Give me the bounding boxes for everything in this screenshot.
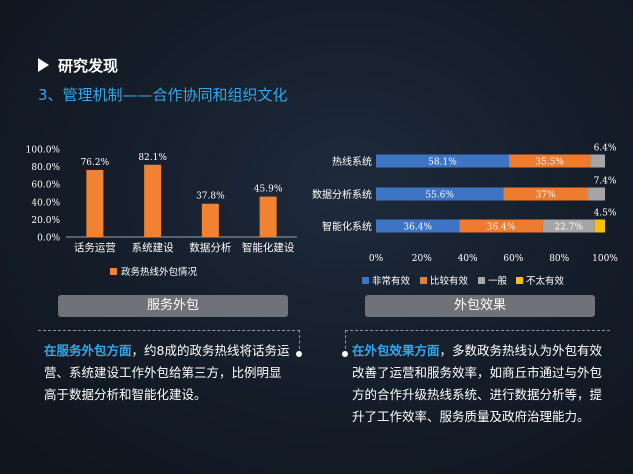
page-title: 研究发现 <box>58 57 119 75</box>
x-tick-label: 20% <box>412 254 432 264</box>
segment-data-label: 6.4% <box>594 144 617 154</box>
y-tick-label: 60.0% <box>31 181 60 191</box>
x-category-label: 数据分析 <box>189 241 231 254</box>
stacked-bar-segment <box>594 219 605 233</box>
bar <box>201 203 219 237</box>
y-category-label: 热线系统 <box>332 155 372 168</box>
stacked-bar-segment <box>459 219 543 233</box>
segment-data-label: 36.4% <box>487 223 516 233</box>
left-card-text: 在服务外包方面，约8成的政务热线将话务运营、系统建设工作外包给第三方，比例明显高… <box>44 340 292 406</box>
segment-data-label: 4.5% <box>594 209 617 219</box>
left-card-highlight: 在服务外包方面 <box>44 343 132 358</box>
legend-label: 不太有效 <box>526 275 565 287</box>
outsourcing-effect-stacked-chart: 热线系统 58.1% 35.5% 6.4% 数据分析系统 55.6% 37% 7.4% 智能化系… <box>312 144 618 288</box>
stacked-bar-segment <box>509 154 591 168</box>
x-category-label: 智能化建设 <box>242 241 295 254</box>
right-card-text: 在外包效果方面，多数政务热线认为外包有效改善了运营和服务效率，如商丘市通过与外包… <box>352 340 608 428</box>
legend-label: 一般 <box>488 275 508 287</box>
legend-swatch <box>516 277 523 284</box>
legend-swatch <box>362 277 369 284</box>
segment-data-label: 35.5% <box>535 158 564 168</box>
segment-data-label: 7.4% <box>594 177 617 187</box>
segment-data-label: 58.1% <box>428 158 457 168</box>
legend-label: 非常有效 <box>372 275 411 287</box>
left-card-border-right <box>299 330 300 354</box>
y-tick-label: 40.0% <box>31 198 60 208</box>
header-arrow-icon <box>38 58 49 72</box>
right-card-border-left <box>345 330 346 354</box>
right-card-highlight: 在外包效果方面 <box>352 343 440 358</box>
x-tick-label: 60% <box>503 254 523 264</box>
stacked-bar-segment <box>376 187 504 201</box>
y-tick-label: 80.0% <box>31 163 60 173</box>
y-category-label: 数据分析系统 <box>312 188 372 201</box>
stacked-bar-segment <box>503 187 589 201</box>
segment-data-label: 36.4% <box>403 223 432 233</box>
legend-swatch <box>110 268 117 275</box>
x-tick-label: 80% <box>549 254 569 264</box>
bar-data-label: 37.8% <box>196 192 225 202</box>
left-card-body: ，约8成的政务热线将话务运营、系统建设工作外包给第三方，比例明显高于数据分析和智… <box>44 343 290 402</box>
x-category-label: 系统建设 <box>132 241 174 254</box>
legend-swatch <box>420 277 427 284</box>
outsourcing-bar-chart: 100.0% 80.0% 60.0% 40.0% 20.0% 0.0% 76.2% 话务运营 8… <box>26 146 297 278</box>
page-subtitle: 3、管理机制——合作协同和组织文化 <box>38 86 288 104</box>
y-tick-label: 20.0% <box>31 216 60 226</box>
bar-data-label: 82.1% <box>138 153 167 163</box>
x-category-label: 话务运营 <box>74 241 116 254</box>
x-tick-label: 0% <box>369 254 384 264</box>
stacked-bar-segment <box>590 154 605 168</box>
legend-swatch <box>478 277 485 284</box>
bar-data-label: 45.9% <box>254 185 283 195</box>
y-tick-label: 0.0% <box>37 234 60 244</box>
legend-label: 比较有效 <box>430 275 469 287</box>
x-tick-label: 100% <box>592 254 618 264</box>
panel-label-effect: 外包效果 <box>365 295 595 317</box>
right-card-border-top <box>345 330 610 331</box>
left-card-border-top <box>38 330 300 331</box>
stacked-bar-segment <box>542 219 595 233</box>
x-tick-label: 40% <box>458 254 478 264</box>
segment-data-label: 55.6% <box>425 191 454 201</box>
segment-data-label: 22.7% <box>554 223 583 233</box>
panel-label-outsourcing: 服务外包 <box>58 295 288 317</box>
segment-data-label: 37% <box>536 191 556 201</box>
stacked-bar-segment <box>588 187 605 201</box>
bar <box>86 169 104 237</box>
left-card-dot <box>296 351 302 357</box>
stacked-bar-segment <box>376 219 460 233</box>
right-card-dot <box>342 351 348 357</box>
bar <box>259 196 277 237</box>
bar <box>144 164 162 237</box>
legend-label: 政务热线外包情况 <box>121 266 198 278</box>
bar-data-label: 76.2% <box>81 158 110 168</box>
y-tick-label: 100.0% <box>26 146 61 156</box>
stacked-bar-segment <box>376 154 510 168</box>
right-card-body: ，多数政务热线认为外包有效改善了运营和服务效率，如商丘市通过与外包方的合作升级热… <box>352 343 603 424</box>
y-category-label: 智能化系统 <box>322 220 372 233</box>
